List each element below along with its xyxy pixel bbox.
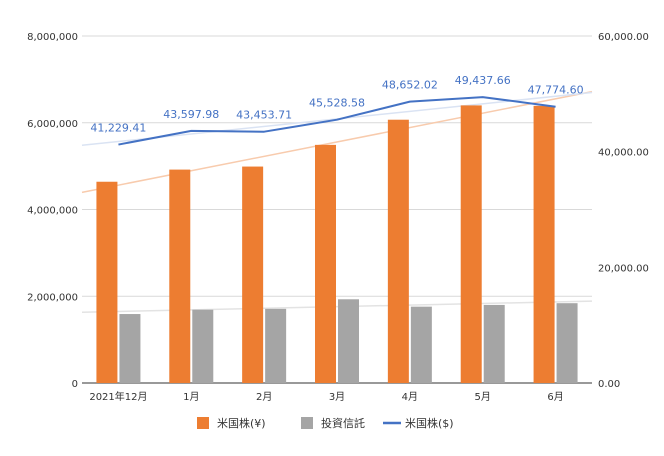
left-axis-tick-label: 4,000,000 (27, 206, 78, 217)
data-label: 48,652.02 (382, 79, 438, 92)
series-line (118, 96, 556, 146)
bar (338, 299, 359, 383)
legend-swatch (197, 417, 209, 429)
bar (96, 181, 118, 383)
legend-label: 米国株($) (405, 416, 454, 430)
bar (483, 304, 505, 383)
legend-label: 米国株(¥) (217, 416, 266, 430)
line-series (118, 96, 556, 146)
x-axis-tick-label: 5月 (475, 391, 491, 403)
right-axis-tick-label: 60,000.00 (598, 32, 649, 43)
bar (265, 308, 287, 383)
axes: 0 2,000,000 4,000,000 6,000,000 8,000,000 0.0… (27, 32, 649, 403)
data-label: 47,774.60 (528, 84, 584, 97)
data-label: 43,453.71 (236, 109, 292, 122)
data-label: 41,229.41 (90, 122, 146, 135)
data-label: 45,528.58 (309, 97, 365, 110)
gridlines (82, 35, 592, 384)
bar (192, 309, 214, 383)
bar (556, 303, 578, 383)
x-axis-tick-label: 1月 (183, 391, 199, 403)
right-axis-tick-label: 20,000.00 (598, 263, 649, 274)
right-axis-tick-label: 40,000.00 (598, 148, 649, 159)
x-axis-tick-label: 3月 (329, 391, 345, 403)
left-axis-tick-label: 6,000,000 (27, 119, 78, 130)
right-axis-tick-label: 0.00 (598, 379, 620, 390)
x-axis-tick-label: 2月 (256, 391, 272, 403)
x-axis-tick-label: 4月 (402, 391, 418, 403)
legend-label: 投資信託 (321, 416, 365, 430)
left-axis-tick-label: 2,000,000 (27, 292, 78, 303)
bar (315, 144, 336, 383)
bars (96, 105, 578, 384)
x-axis-tick-label: 2021年12月 (89, 390, 147, 403)
bar (460, 105, 482, 384)
legend-swatch (301, 417, 313, 429)
bar (119, 314, 141, 383)
bar (242, 166, 264, 383)
bar (387, 119, 409, 384)
left-axis-tick-label: 8,000,000 (27, 32, 78, 43)
bar (410, 306, 432, 383)
left-axis-tick-label: 0 (72, 379, 78, 390)
bar (533, 105, 555, 384)
bar (169, 169, 191, 383)
trendline (81, 90, 593, 194)
legend-item: 投資信託 (301, 416, 365, 430)
legend-item: 米国株($) (383, 416, 454, 430)
legend-item: 米国株(¥) (197, 416, 266, 430)
legend: 米国株(¥) 投資信託 米国株($) (197, 416, 454, 430)
data-labels: 41,229.41 43,597.98 43,453.71 45,528.58 48,6… (90, 74, 583, 134)
data-label: 43,597.98 (163, 108, 219, 121)
x-axis-tick-label: 6月 (547, 391, 563, 403)
data-label: 49,437.66 (455, 74, 511, 87)
trendline (81, 300, 593, 313)
trendlines (81, 90, 593, 313)
